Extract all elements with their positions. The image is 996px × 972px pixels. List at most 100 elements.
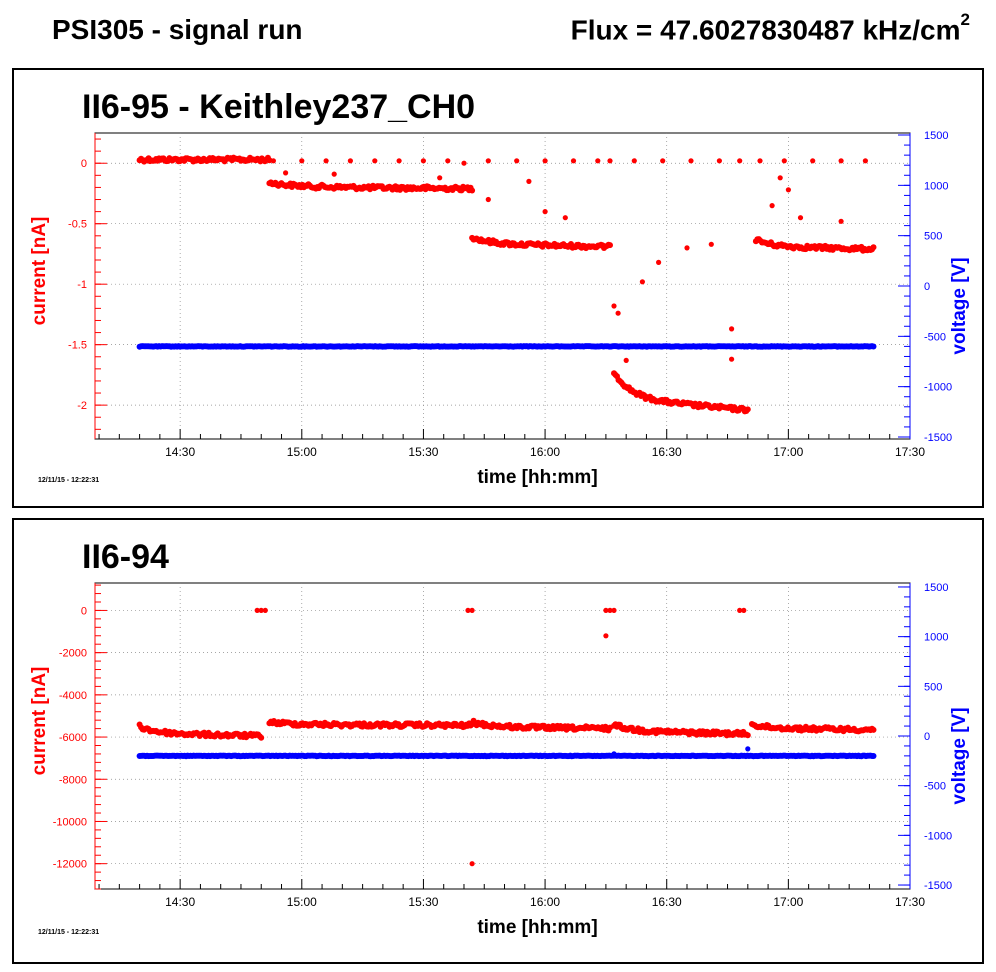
outlier-point bbox=[623, 357, 629, 363]
chart-title: II6-94 bbox=[82, 538, 169, 576]
outlier-point bbox=[469, 861, 475, 867]
outlier-point bbox=[465, 607, 471, 613]
outlier-point bbox=[660, 158, 666, 164]
x-tick-label: 15:30 bbox=[408, 895, 438, 909]
chart-plot-ii6-94: 14:30 15:00 15:30 16:00 16:30 17:00 17:30 0 -200… bbox=[29, 582, 970, 938]
series-current bbox=[136, 607, 877, 867]
outlier-point bbox=[611, 607, 617, 613]
outlier-point bbox=[729, 326, 735, 332]
x-tick-label: 16:00 bbox=[530, 445, 560, 459]
data-point bbox=[607, 242, 613, 249]
outlier-point bbox=[331, 171, 337, 177]
y-axis-label: current [nA] bbox=[29, 217, 50, 326]
y-tick-label: -1.5 bbox=[68, 340, 87, 352]
y2-tick-label: -1000 bbox=[924, 830, 952, 842]
plot-frame bbox=[94, 132, 911, 440]
outlier-point bbox=[396, 158, 402, 164]
x-tick-label: 14:30 bbox=[165, 895, 195, 909]
outlier-point bbox=[372, 158, 378, 164]
x-tick-label: 17:00 bbox=[773, 895, 803, 909]
y2-tick-label: 0 bbox=[924, 281, 930, 293]
y-tick-label: -2000 bbox=[59, 648, 87, 660]
y-tick-label: 0 bbox=[81, 605, 87, 617]
y2-tick-label: 1000 bbox=[924, 180, 948, 192]
outlier-point bbox=[437, 175, 443, 181]
outlier-point bbox=[741, 607, 747, 613]
y2-tick-label: 500 bbox=[924, 681, 942, 693]
x-axis-label: time [hh:mm] bbox=[477, 467, 597, 488]
outlier-point bbox=[716, 158, 723, 164]
outlier-point bbox=[485, 196, 491, 203]
outlier-point bbox=[631, 158, 637, 164]
run-title: PSI305 - signal run bbox=[52, 14, 303, 45]
outlier-point bbox=[729, 356, 735, 362]
data-point bbox=[258, 734, 265, 741]
y2-tick-label: -500 bbox=[924, 781, 946, 793]
outlier-point bbox=[270, 158, 276, 164]
chart-panel-ii6-94: II6-94 14:30 15:00 15:30 16:00 16:30 17:00 17:… bbox=[12, 518, 984, 964]
y2-tick-label: -1000 bbox=[924, 382, 952, 394]
y2-tick-label: -1500 bbox=[924, 880, 952, 892]
flux-text: Flux = 47.6027830487 kHz/cm bbox=[570, 14, 961, 46]
outlier-point bbox=[542, 209, 548, 215]
flux-label: Flux = 47.6027830487 kHz/cm2 bbox=[570, 10, 970, 46]
outlier-point bbox=[737, 607, 743, 613]
y2-tick-label: 500 bbox=[924, 231, 942, 243]
outlier-point bbox=[485, 158, 491, 164]
outlier-point bbox=[615, 310, 621, 316]
data-point bbox=[870, 343, 877, 350]
x-tick-label: 17:30 bbox=[895, 895, 925, 909]
y2-axis-label: voltage [V] bbox=[949, 257, 970, 354]
outlier-point bbox=[347, 158, 353, 164]
y-axis-label: current [nA] bbox=[29, 667, 50, 776]
series-voltage bbox=[136, 343, 877, 350]
outlier-point bbox=[838, 158, 844, 164]
outlier-point bbox=[562, 215, 568, 221]
outlier-point bbox=[603, 633, 609, 639]
y2-tick-label: 1500 bbox=[924, 130, 948, 142]
outlier-point bbox=[283, 170, 289, 176]
y-tick-label: -10000 bbox=[53, 816, 87, 828]
x-tick-label: 16:30 bbox=[652, 895, 682, 909]
series-current bbox=[136, 154, 877, 415]
outlier-point bbox=[737, 158, 743, 164]
outlier-point bbox=[254, 607, 260, 613]
outlier-point bbox=[526, 178, 532, 184]
y-tick-label: -4000 bbox=[59, 690, 87, 702]
x-tick-label: 17:30 bbox=[895, 445, 925, 459]
outlier-point bbox=[757, 158, 763, 164]
y2-tick-label: 1500 bbox=[924, 582, 948, 594]
outlier-point bbox=[777, 175, 783, 181]
data-point bbox=[744, 406, 751, 413]
y-tick-label: -6000 bbox=[59, 732, 87, 744]
data-point bbox=[870, 753, 877, 759]
chart-title: II6-95 - Keithley237_CH0 bbox=[82, 88, 476, 126]
y-tick-label: -8000 bbox=[59, 774, 87, 786]
data-point bbox=[870, 726, 877, 733]
chart-plot-ii6-95: 14:30 15:00 15:30 16:00 16:30 17:00 17:30 0 -0.5… bbox=[29, 130, 970, 488]
y-tick-label: -2 bbox=[77, 400, 87, 412]
y2-axis-label: voltage [V] bbox=[949, 707, 970, 804]
x-tick-label: 16:00 bbox=[530, 895, 560, 909]
y2-tick-label: -500 bbox=[924, 331, 946, 343]
outlier-point bbox=[781, 158, 787, 164]
outlier-point bbox=[607, 158, 613, 164]
outlier-point bbox=[469, 607, 475, 613]
x-tick-label: 15:30 bbox=[408, 445, 438, 459]
outlier-point bbox=[745, 746, 751, 752]
x-tick-label: 17:00 bbox=[773, 445, 803, 459]
outlier-point bbox=[323, 158, 329, 164]
outlier-point bbox=[656, 259, 662, 265]
outlier-point bbox=[688, 158, 694, 164]
x-tick-label: 15:00 bbox=[287, 445, 317, 459]
outlier-point bbox=[262, 607, 268, 613]
outlier-point bbox=[420, 158, 426, 164]
data-point bbox=[870, 244, 877, 251]
outlier-point bbox=[684, 245, 690, 251]
timestamp-label: 12/11/15 - 12:22:31 bbox=[38, 929, 100, 936]
outlier-point bbox=[570, 158, 577, 164]
y2-tick-label: 0 bbox=[924, 731, 930, 743]
outlier-point bbox=[607, 607, 613, 613]
flux-superscript: 2 bbox=[960, 10, 970, 29]
outlier-point bbox=[769, 203, 775, 209]
